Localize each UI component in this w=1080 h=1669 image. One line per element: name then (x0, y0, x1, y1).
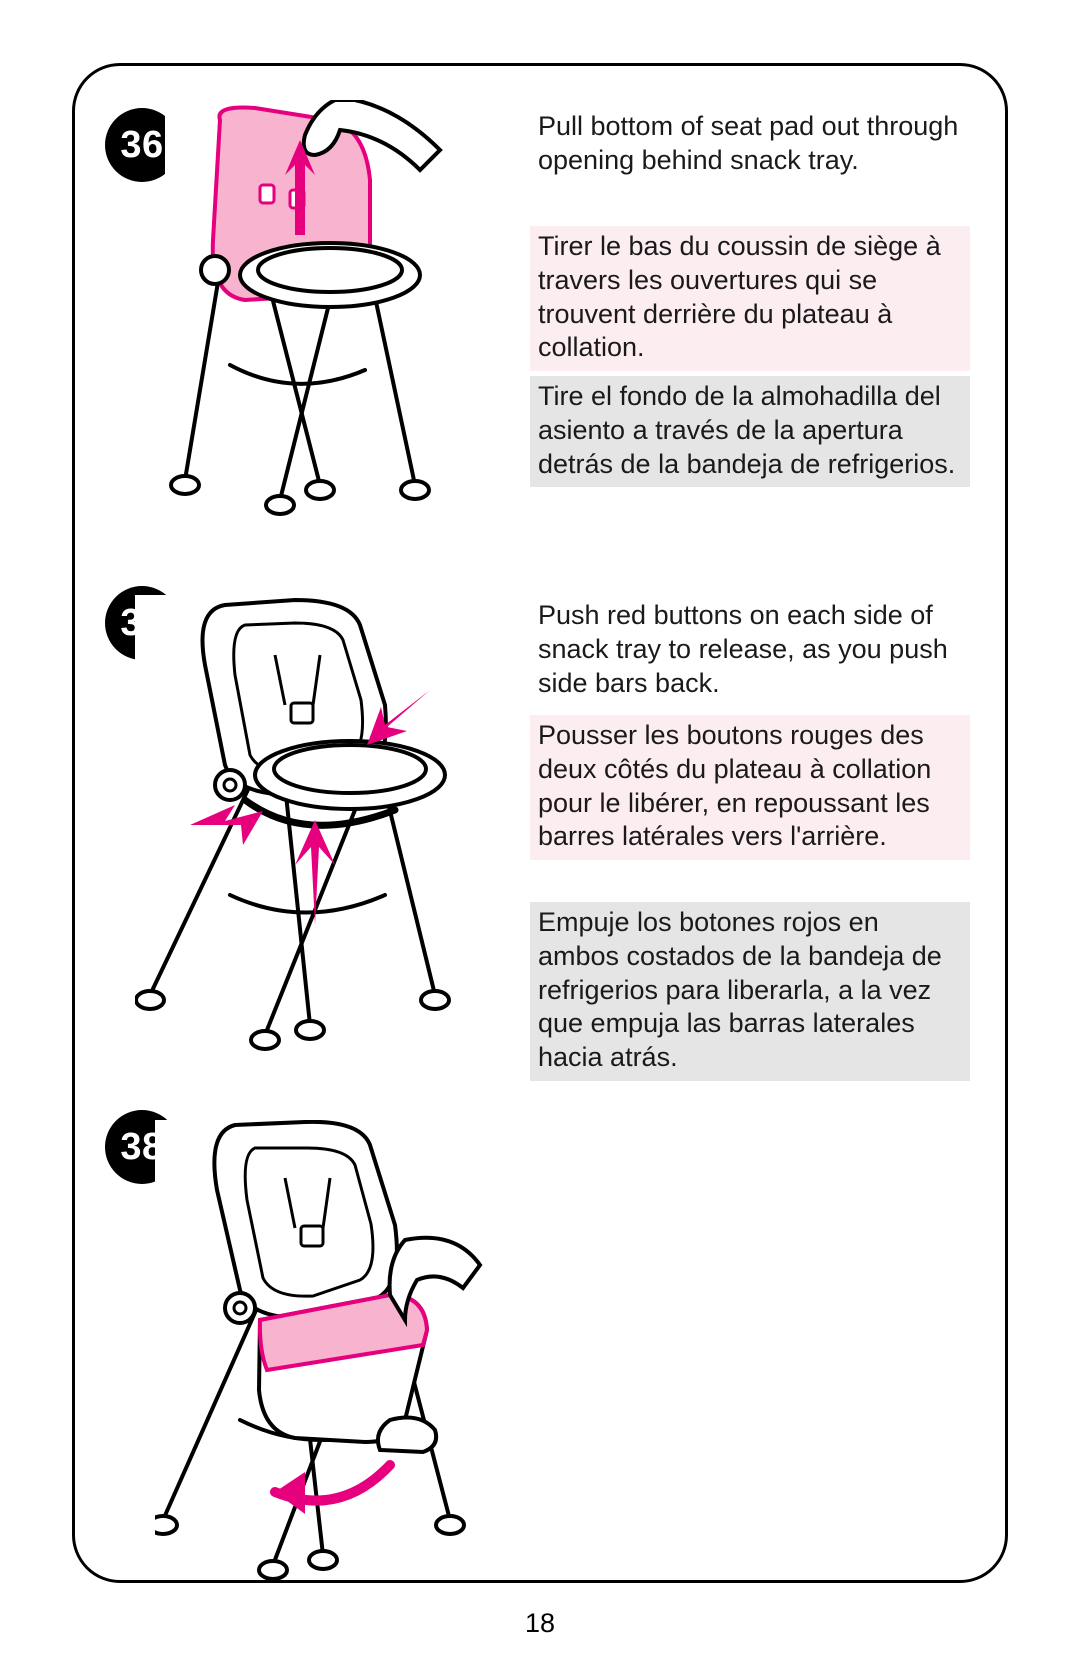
step-number: 36 (120, 124, 163, 167)
step-37-text-en: Push red buttons on each side of snack t… (530, 595, 970, 706)
illustration-37 (135, 595, 465, 1055)
step-36-text-en: Pull bottom of seat pad out through open… (530, 106, 970, 184)
step-37-text-es: Empuje los botones rojos en ambos costad… (530, 902, 970, 1081)
step-37-text-fr: Pousser les boutons rouges des deux côté… (530, 715, 970, 860)
illustration-38 (155, 1120, 485, 1580)
illustration-36 (165, 100, 455, 520)
step-36-text-fr: Tirer le bas du coussin de siège à trave… (530, 226, 970, 371)
manual-page: 36 (0, 0, 1080, 1669)
step-36-text-es: Tire el fondo de la almohadilla del asie… (530, 376, 970, 487)
page-number: 18 (0, 1608, 1080, 1639)
